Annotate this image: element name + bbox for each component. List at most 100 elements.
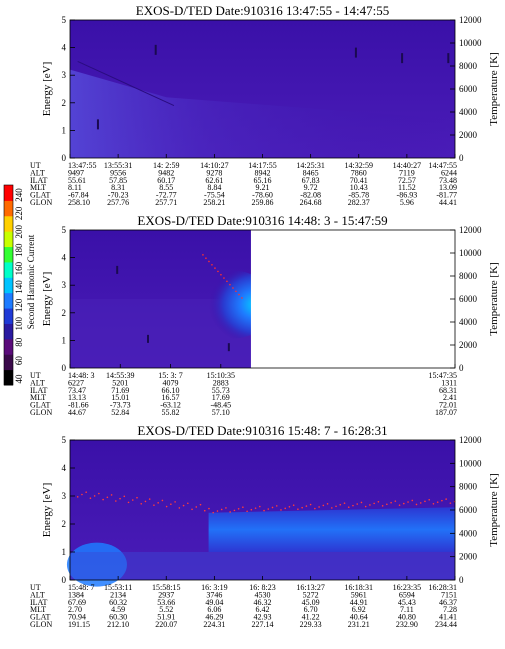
temperature-point [394,500,397,502]
colorbar-tick-label: 100 [14,317,24,331]
table-row-label: MLT [30,183,46,192]
y-axis-label: Energy [eV] [41,272,53,326]
temperature-point [390,501,392,504]
table-cell: 55.61 [68,176,86,185]
table-cell: 257.76 [107,198,129,207]
table-cell: -70.23 [108,191,129,200]
colorbar-tick-label: 220 [14,206,24,220]
table-row-label: ALT [30,378,45,387]
table-row-label: ILAT [30,598,47,607]
table-cell: 60.32 [109,598,127,607]
table-cell: -72.77 [156,191,177,200]
temperature-point [280,509,282,511]
table-cell: 264.68 [300,198,322,207]
no-data-region [250,230,455,368]
spectrogram-mark [354,47,357,58]
table-cell: 17.69 [212,393,230,402]
table-row-label: ALT [30,168,45,177]
table-cell: 45.09 [302,598,320,607]
colorbar-tick-label: 200 [14,225,24,239]
y2-tick-label: 12000 [459,435,482,445]
table-cell: 259.86 [252,198,274,207]
y-tick-label: 5 [62,225,67,235]
temperature-point [331,507,333,509]
table-row-label: MLT [30,393,46,402]
table-cell: 8.84 [207,183,221,192]
y-tick-label: 3 [62,70,67,80]
table-row-label: GLON [30,408,52,417]
temperature-point [212,511,215,514]
temperature-point [191,508,193,511]
temperature-point [407,501,409,503]
colorbar-segment [4,277,13,294]
temperature-point [123,495,126,498]
temperature-point [263,509,265,512]
y2-tick-label: 8000 [459,271,478,281]
table-row-label: GLAT [30,613,51,622]
temperature-point [254,507,257,509]
colorbar-segment [4,200,13,217]
table-cell: 1384 [68,590,84,599]
table-cell: 51.91 [157,613,175,622]
y-tick-label: 5 [62,435,67,445]
table-cell: 14:25:31 [296,161,324,170]
table-cell: 2.41 [443,393,457,402]
colorbar-tick-label: 80 [14,337,24,347]
table-cell: 8465 [303,168,319,177]
colorbar-segment [4,323,13,340]
table-cell: 224.31 [203,620,225,629]
table-cell: 15:58:15 [152,583,180,592]
table-cell: 7.28 [443,605,457,614]
temperature-point [205,257,207,259]
temperature-point [402,502,405,505]
y2-tick-label: 10000 [459,248,482,258]
table-row-label: GLAT [30,191,51,200]
temperature-point [424,500,426,503]
table-cell: 14:17:55 [248,161,276,170]
y2-tick-label: 12000 [459,225,482,235]
temperature-point [318,506,320,508]
y2-tick-label: 6000 [459,294,478,304]
table-cell: 15:53:11 [104,583,132,592]
table-row-label: GLON [30,620,52,629]
temperature-point [381,505,384,507]
table-cell: 4530 [255,590,271,599]
table-row-label: MLT [30,605,46,614]
temperature-point [81,493,83,496]
table-cell: 5961 [351,590,367,599]
table-cell: 67.69 [68,598,86,607]
temperature-point [238,293,240,296]
temperature-point [157,502,159,504]
table-cell: 15:10:35 [207,371,235,380]
table-cell: 257.71 [155,198,177,207]
panel-title: EXOS-D/TED Date:910316 13:47:55 - 14:47:… [136,3,389,18]
temperature-point [326,503,329,505]
table-cell: 6244 [441,168,457,177]
table-cell: 14:32:59 [345,161,373,170]
temperature-point [377,501,380,503]
table-cell: 6.42 [256,605,270,614]
temperature-point [195,506,198,508]
spectrogram-mark [154,44,157,55]
temperature-point [339,503,342,506]
table-cell: 9497 [68,168,84,177]
table-cell: 5.96 [400,198,414,207]
temperature-point [119,497,121,500]
temperature-point [136,496,138,499]
table-cell: 67.83 [302,176,320,185]
colorbar-tick-label: 160 [14,261,24,275]
table-cell: 45.43 [398,598,416,607]
table-cell: -81.77 [436,191,457,200]
y-tick-label: 4 [62,253,67,263]
table-cell: 11.52 [398,183,416,192]
temperature-point [229,283,231,286]
temperature-point [356,503,359,505]
y-tick-label: 4 [62,43,67,53]
y-tick-label: 3 [62,491,67,501]
y2-tick-label: 0 [459,363,464,373]
table-row-label: ALT [30,590,45,599]
table-cell: 229.33 [300,620,322,629]
spectrogram-mark [447,53,450,64]
temperature-point [102,498,104,501]
temperature-point [89,497,92,500]
